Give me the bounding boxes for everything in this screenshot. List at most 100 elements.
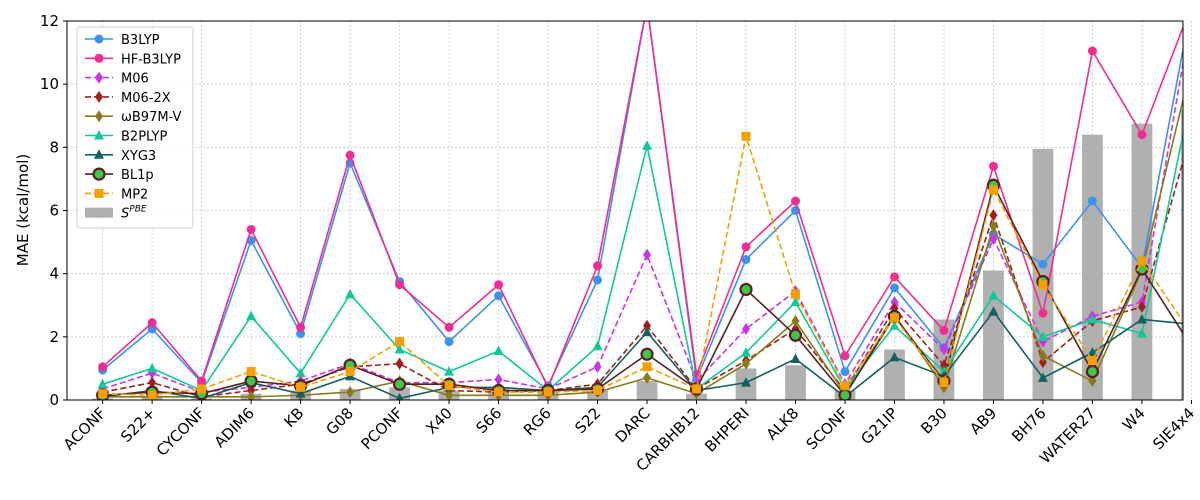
point-M06-2X-BH76	[1038, 356, 1047, 369]
x-tick-label-DARC: DARC	[612, 404, 654, 446]
point-ωB97M-V-DARC	[643, 371, 652, 384]
series-MP2	[98, 131, 1183, 400]
x-tick-label-BH76: BH76	[1008, 404, 1049, 445]
x-tick-label-X40: X40	[422, 404, 455, 437]
line-B3LYP	[102, 21, 1183, 388]
y-axis: 0 2 4 6 8 10 12	[40, 12, 67, 409]
point-MP2-S22	[593, 386, 603, 396]
x-tick-label-G21IP: G21IP	[857, 404, 901, 448]
x-tick-label-KB: KB	[280, 404, 307, 431]
bar-BH76	[1032, 148, 1054, 400]
x-axis: ACONF S22+CYCONF ADIM6 KB G08 PCONF X40 S66 RG6 S…	[60, 400, 1198, 475]
point-B3LYP-S22+	[147, 324, 157, 334]
point-M06-2X-ADIM6	[247, 384, 256, 397]
legend-label-bars-sup: PBE	[129, 205, 147, 215]
point-B2PLYP-ACONF	[97, 378, 108, 389]
point-M06-S66	[494, 373, 503, 386]
y-axis-label: MAE (kcal/mol)	[14, 154, 32, 266]
point-HF-B3LYP-ALK8	[790, 196, 800, 206]
x-tick-label-SIE4x4: SIE4x4	[1149, 404, 1198, 453]
y-tick-label: 10	[40, 75, 59, 93]
point-HF-B3LYP-WATER27	[1087, 46, 1097, 56]
y-tick-label: 8	[49, 138, 59, 156]
point-M06-2X-S22+	[148, 376, 157, 389]
point-ωB97M-V-ADIM6	[247, 390, 256, 400]
point-HF-B3LYP-SIE4x4	[1187, 1, 1196, 10]
point-MP2-SCONF	[840, 381, 850, 391]
point-MP2-WATER27	[1087, 356, 1097, 366]
point-M06-2X-DARC	[643, 319, 652, 332]
point-M06-2X-W4	[1137, 300, 1146, 313]
point-B2PLYP-S66	[493, 345, 504, 356]
point-MP2-G08	[345, 367, 355, 377]
point-MP2-ADIM6	[246, 367, 256, 377]
x-tick-label-SCONF: SCONF	[803, 404, 852, 453]
legend-marker-M06	[95, 71, 103, 84]
point-HF-B3LYP-X40	[444, 322, 454, 332]
legend-marker-BL1p	[92, 167, 106, 181]
point-B3LYP-BHPERI	[741, 254, 751, 264]
legend-label-B2PLYP: B2PLYP	[121, 130, 167, 145]
x-tick-label-W4: W4	[1119, 404, 1149, 434]
legend-label-M06: M06	[121, 72, 149, 87]
point-M06-B30	[939, 343, 948, 356]
point-B2PLYP-ADIM6	[246, 310, 257, 321]
point-M06-S22	[593, 360, 602, 373]
point-MP2-S22+	[147, 390, 157, 400]
point-ωB97M-V-BH76	[1038, 349, 1047, 362]
grid	[67, 20, 1192, 401]
legend-label-HF-B3LYP: HF-B3LYP	[121, 52, 181, 67]
point-B2PLYP-G08	[345, 288, 356, 299]
x-tick-label-BHPERI: BHPERI	[701, 404, 753, 456]
point-MP2-ALK8	[790, 289, 800, 299]
series-HF-B3LYP	[98, 1, 1196, 392]
point-HF-B3LYP-AB9	[988, 161, 998, 171]
point-HF-B3LYP-KB	[296, 322, 306, 332]
legend-bar-swatch	[85, 207, 113, 218]
point-M06-AB9	[989, 232, 998, 245]
point-B2PLYP-S22+	[147, 362, 158, 373]
point-HF-B3LYP-B30	[939, 326, 949, 336]
point-XYG3-BH76	[1037, 372, 1048, 382]
legend-marker-B3LYP	[94, 34, 104, 44]
point-B3LYP-SCONF	[840, 367, 850, 377]
point-HF-B3LYP-PCONF	[395, 280, 405, 290]
point-HF-B3LYP-G08	[345, 150, 355, 160]
point-M06-2X-AB9	[989, 209, 998, 222]
point-BL1p-DARC	[640, 347, 654, 361]
legend-marker-MP2	[94, 188, 104, 198]
point-B2PLYP-X40	[444, 366, 455, 376]
x-tick-label-G08: G08	[322, 404, 356, 438]
x-tick-label-B30: B30	[917, 404, 951, 438]
point-MP2-W4	[1137, 256, 1147, 266]
point-MP2-BH76	[1038, 280, 1048, 290]
point-B2PLYP-KB	[295, 367, 306, 378]
point-MP2-AB9	[988, 185, 998, 195]
legend-label-ωB97M-V: ωB97M-V	[121, 110, 181, 125]
point-ωB97M-V-BHPERI	[742, 357, 751, 370]
y-tick-label: 12	[40, 12, 59, 30]
point-MP2-ACONF	[98, 389, 108, 399]
point-XYG3-W4	[1136, 313, 1147, 324]
point-HF-B3LYP-BH76	[1038, 308, 1048, 318]
point-ωB97M-V-ALK8	[791, 315, 800, 328]
x-tick-label-AB9: AB9	[966, 404, 1000, 438]
point-MP2-RG6	[543, 387, 553, 397]
point-M06-BHPERI	[742, 322, 751, 335]
point-BL1p-SCONF	[838, 388, 852, 400]
legend-marker-ωB97M-V	[95, 110, 103, 123]
legend-label-B3LYP: B3LYP	[121, 33, 160, 48]
point-B2PLYP-G21IP	[889, 320, 900, 330]
point-M06-2X-SIE4x4	[1187, 126, 1195, 138]
point-M06-G21IP	[890, 296, 899, 309]
point-XYG3-KB	[295, 388, 306, 398]
point-HF-B3LYP-ADIM6	[246, 224, 256, 234]
x-tick-label-S22: S22	[571, 404, 604, 437]
point-MP2-DARC	[642, 362, 652, 372]
point-HF-B3LYP-DARC	[643, 1, 652, 10]
point-B3LYP-KB	[296, 329, 306, 339]
point-HF-B3LYP-SCONF	[840, 351, 850, 361]
point-B3LYP-X40	[444, 337, 454, 347]
point-B2PLYP-WATER27	[1087, 313, 1098, 324]
